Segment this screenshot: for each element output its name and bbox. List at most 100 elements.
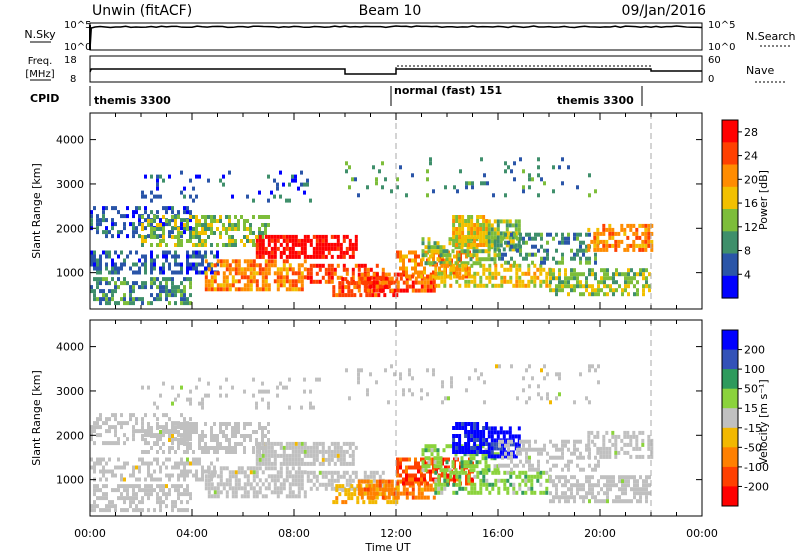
echo-cell — [603, 276, 606, 281]
echo-cell — [399, 461, 402, 466]
echo-cell — [606, 491, 609, 496]
echo-cell — [105, 206, 108, 211]
echo-cell — [506, 267, 510, 272]
echo-cell — [347, 496, 351, 501]
echo-cell — [324, 470, 328, 475]
echo-cell — [612, 272, 615, 277]
echo-cell — [485, 235, 489, 239]
echo-cell — [141, 457, 144, 462]
power-ylabel: Slant Range [km] — [30, 163, 43, 259]
echo-cell — [333, 445, 337, 450]
echo-cell — [351, 461, 355, 466]
echo-cell — [132, 425, 135, 430]
echo-cell — [614, 434, 618, 439]
echo-cell — [620, 223, 624, 228]
echo-cell — [427, 444, 431, 449]
echo-cell — [99, 266, 102, 271]
echo-cell — [500, 283, 504, 288]
echo-cell — [353, 293, 357, 298]
echo-cell — [528, 236, 531, 241]
echo-cell — [93, 504, 96, 509]
echo-cell — [255, 482, 259, 487]
echo-cell — [168, 234, 171, 239]
echo-cell — [111, 469, 114, 474]
echo-cell — [132, 270, 135, 275]
echo-cell — [234, 450, 237, 454]
echo-cell — [608, 223, 612, 228]
echo-cell — [420, 396, 423, 401]
echo-cell — [490, 434, 494, 439]
echo-cell — [105, 508, 108, 513]
echo-cell — [240, 486, 244, 491]
echo-cell — [159, 227, 162, 231]
echo-cell — [255, 449, 259, 454]
echo-cell — [512, 490, 516, 495]
echo-cell — [527, 263, 531, 268]
echo-cell — [147, 484, 150, 489]
echo-cell — [267, 453, 271, 458]
echo-cell — [488, 271, 492, 276]
echo-cell — [183, 226, 186, 231]
echo-cell — [312, 474, 316, 479]
echo-cell — [276, 238, 280, 243]
echo-cell — [408, 388, 411, 393]
echo-cell — [524, 283, 528, 288]
echo-cell — [264, 227, 267, 231]
echo-cell — [464, 430, 468, 434]
echo-cell — [482, 223, 486, 227]
echo-cell — [270, 478, 274, 483]
echo-cell — [138, 500, 141, 505]
echo-cell — [395, 500, 399, 505]
echo-cell — [171, 210, 174, 215]
echo-cell — [458, 446, 462, 450]
echo-cell — [321, 242, 325, 247]
echo-cell — [183, 210, 186, 215]
echo-cell — [648, 288, 651, 293]
echo-cell — [168, 206, 171, 211]
velocity-colorbar-label: Velocity [m s⁻¹] — [757, 379, 770, 464]
echo-cell — [297, 275, 301, 280]
echo-cell — [576, 248, 579, 253]
echo-cell — [507, 447, 510, 452]
echo-cell — [614, 438, 618, 443]
echo-cell — [264, 486, 268, 491]
echo-cell — [240, 215, 243, 219]
echo-cell — [234, 271, 238, 276]
echo-cell — [599, 446, 603, 451]
echo-cell — [579, 292, 582, 297]
echo-cell — [537, 459, 540, 464]
echo-cell — [452, 438, 456, 442]
echo-cell — [614, 446, 618, 451]
echo-cell — [252, 466, 256, 471]
echo-cell — [291, 271, 295, 276]
echo-cell — [546, 252, 549, 257]
echo-cell — [396, 487, 400, 492]
echo-cell — [159, 488, 162, 493]
echo-cell — [267, 267, 271, 272]
echo-cell — [402, 477, 405, 482]
echo-cell — [114, 206, 117, 211]
echo-cell — [201, 405, 204, 410]
echo-cell — [246, 287, 250, 292]
echo-cell — [479, 486, 483, 491]
echo-cell — [285, 470, 289, 475]
echo-cell — [132, 226, 135, 231]
echo-cell — [421, 257, 425, 262]
echo-cell — [357, 272, 361, 277]
echo-cell — [96, 496, 99, 501]
echo-cell — [384, 368, 387, 373]
echo-cell — [192, 430, 195, 434]
echo-cell — [485, 470, 489, 475]
echo-cell — [330, 267, 334, 272]
echo-cell — [114, 285, 117, 290]
echo-cell — [522, 169, 525, 174]
echo-cell — [332, 293, 336, 298]
echo-cell — [579, 240, 582, 245]
echo-cell — [479, 450, 483, 454]
echo-cell — [252, 259, 256, 264]
echo-cell — [405, 280, 409, 285]
echo-cell — [261, 271, 265, 276]
echo-cell — [345, 368, 348, 373]
echo-cell — [539, 267, 543, 272]
echo-cell — [279, 234, 283, 239]
